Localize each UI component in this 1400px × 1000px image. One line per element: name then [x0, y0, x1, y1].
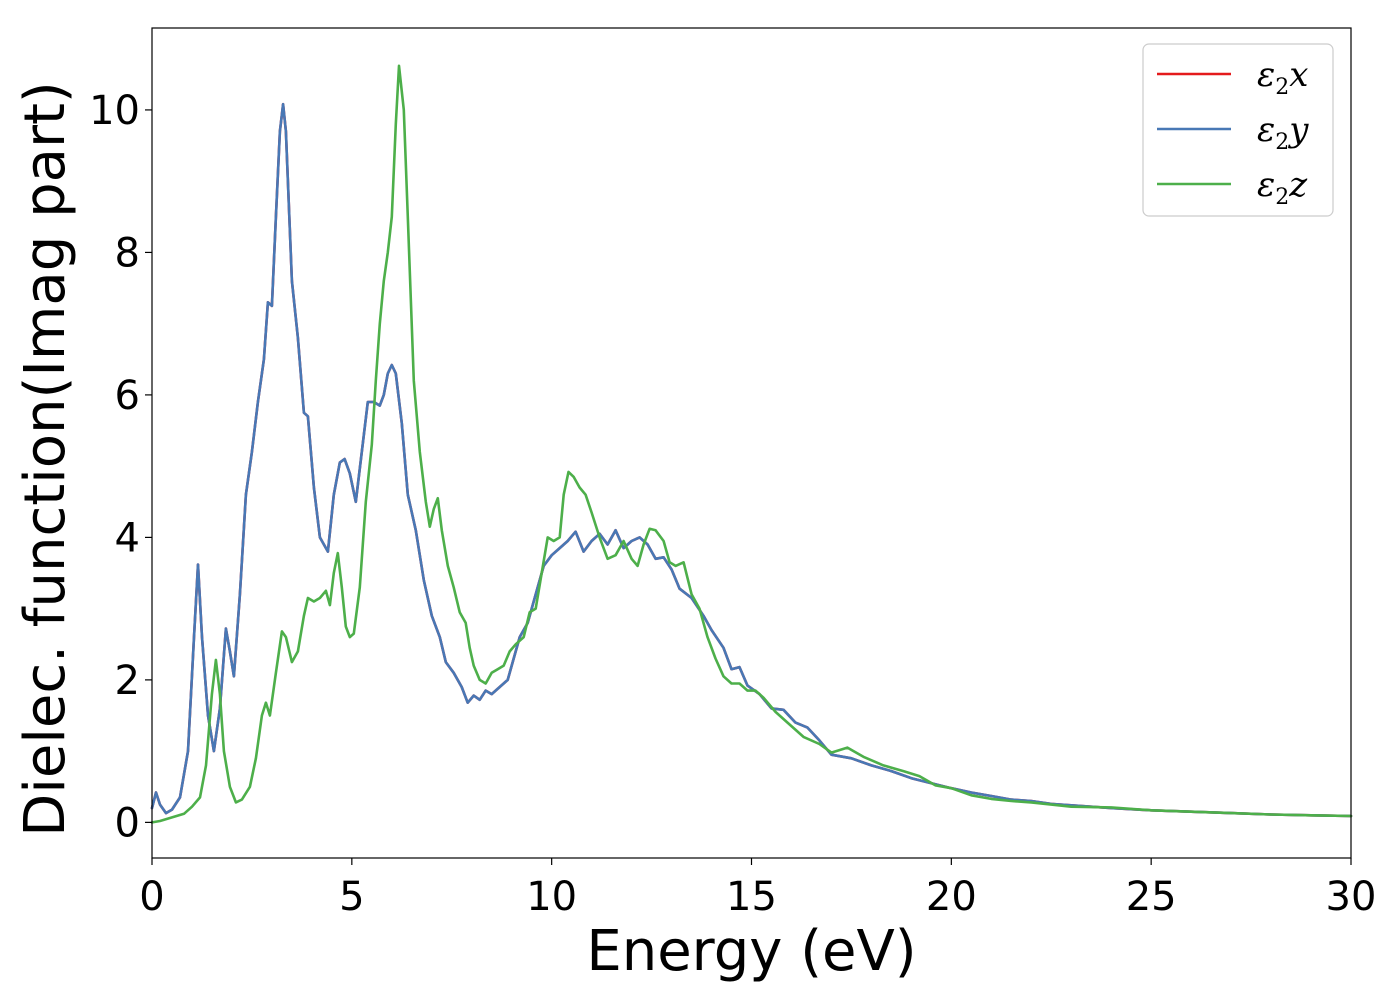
y-tick-label: 10 [89, 88, 140, 134]
x-tick-label: 15 [726, 874, 777, 920]
y-tick-label: 4 [115, 515, 140, 561]
x-tick-label: 20 [926, 874, 977, 920]
x-tick-label: 25 [1126, 874, 1177, 920]
series-line-z [150, 64, 1353, 824]
x-axis-title: Energy (eV) [586, 919, 916, 984]
legend-box [1142, 43, 1334, 217]
legend-label-y: ε2y [1257, 110, 1309, 155]
legend-subscript: 2 [1275, 185, 1289, 210]
y-axis-title: Dielec. function(Imag part) [13, 81, 78, 837]
series-layer [150, 64, 1353, 824]
y-tick-label: 6 [115, 373, 140, 419]
x-tick-label: 0 [139, 874, 164, 920]
y-tick-label: 0 [115, 800, 140, 846]
x-tick-label: 30 [1326, 874, 1377, 920]
legend-symbol: ε [1257, 55, 1275, 95]
legend-symbol: ε [1257, 165, 1275, 205]
legend-label-z: ε2z [1257, 165, 1308, 210]
x-tick-label: 5 [339, 874, 364, 920]
legend-subscript: 2 [1275, 130, 1289, 155]
legend-variable: x [1289, 55, 1308, 95]
x-tick-label: 10 [526, 874, 577, 920]
legend-label-x: ε2x [1257, 55, 1308, 100]
legend-symbol: ε [1257, 110, 1275, 150]
legend-subscript: 2 [1275, 75, 1289, 100]
ticks-layer: 0 5 10 15 20 25 30 0 2 4 6 8 10 [89, 88, 1376, 920]
legend-variable: y [1287, 110, 1309, 150]
legend-variable: z [1288, 165, 1308, 205]
y-tick-label: 8 [115, 230, 140, 276]
y-tick-label: 2 [115, 658, 140, 704]
